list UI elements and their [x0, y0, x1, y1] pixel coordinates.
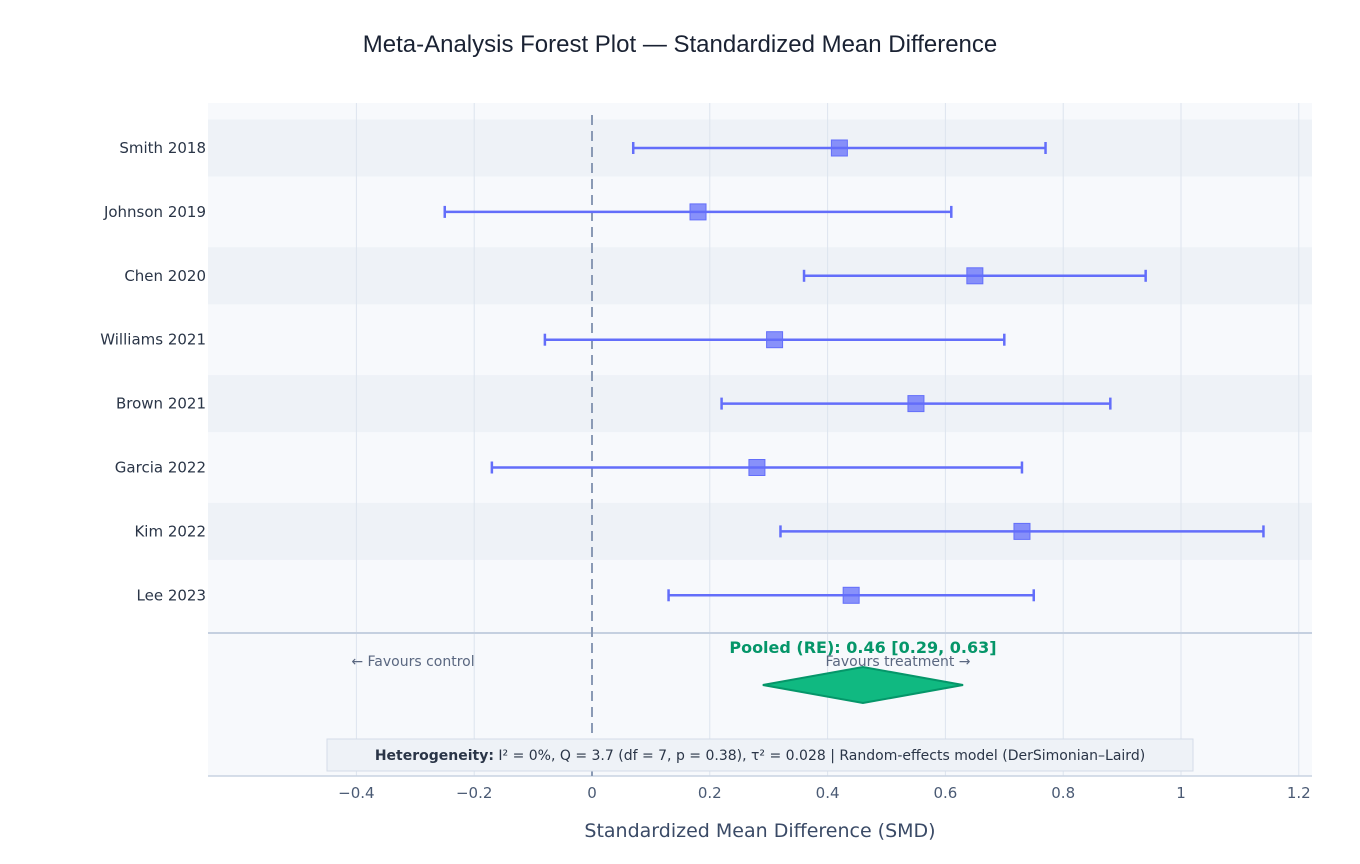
study-marker — [907, 395, 925, 413]
x-tick-label: 0 — [587, 784, 597, 802]
x-tick-label: 1 — [1176, 784, 1186, 802]
plot-area: −0.4 −0.2 0 0.2 0.4 0.6 0.8 1 1.2 Smith 2018 Johns… — [100, 103, 1312, 802]
x-axis-title: Standardized Mean Difference (SMD) — [584, 820, 935, 842]
study-label: Lee 2023 — [137, 586, 207, 604]
study-label: Chen 2020 — [124, 267, 206, 285]
heterogeneity-text: Heterogeneity: I² = 0%, Q = 3.7 (df = 7,… — [375, 748, 1145, 764]
study-label: Garcia 2022 — [115, 459, 206, 477]
study-label: Kim 2022 — [134, 522, 206, 540]
heterogeneity-background — [326, 738, 1194, 772]
x-tick-label: 0.6 — [933, 784, 957, 802]
study-marker — [842, 586, 860, 604]
heterogeneity-stats: I² = 0%, Q = 3.7 (df = 7, p = 0.38), τ² … — [494, 748, 1145, 764]
x-tick-label: 1.2 — [1287, 784, 1311, 802]
study-marker — [830, 139, 848, 157]
x-tick-label: −0.2 — [456, 784, 492, 802]
heterogeneity-label: Heterogeneity: — [375, 748, 494, 764]
heterogeneity-box: Heterogeneity: I² = 0%, Q = 3.7 (df = 7,… — [326, 738, 1194, 772]
study-marker — [766, 331, 784, 349]
pooled-estimate-label: Pooled (RE): 0.46 [0.29, 0.63] — [729, 638, 996, 657]
favours-control-label: ← Favours control — [351, 654, 474, 670]
study-label: Johnson 2019 — [103, 203, 206, 221]
x-tick-label: 0.8 — [1051, 784, 1075, 802]
x-tick-label: 0.2 — [698, 784, 722, 802]
x-tick-label: −0.4 — [338, 784, 374, 802]
pooled-diamond — [762, 665, 964, 705]
study-label: Brown 2021 — [116, 395, 206, 413]
study-marker — [1013, 522, 1031, 540]
x-tick-label: 0.4 — [816, 784, 840, 802]
favours-treatment-label: Favours treatment → — [826, 654, 971, 670]
study-marker — [748, 459, 766, 476]
study-label: Williams 2021 — [100, 331, 206, 349]
study-marker — [966, 267, 984, 285]
study-marker — [689, 203, 707, 221]
study-label: Smith 2018 — [119, 139, 206, 157]
chart-title: Meta-Analysis Forest Plot — Standardized… — [363, 31, 998, 58]
